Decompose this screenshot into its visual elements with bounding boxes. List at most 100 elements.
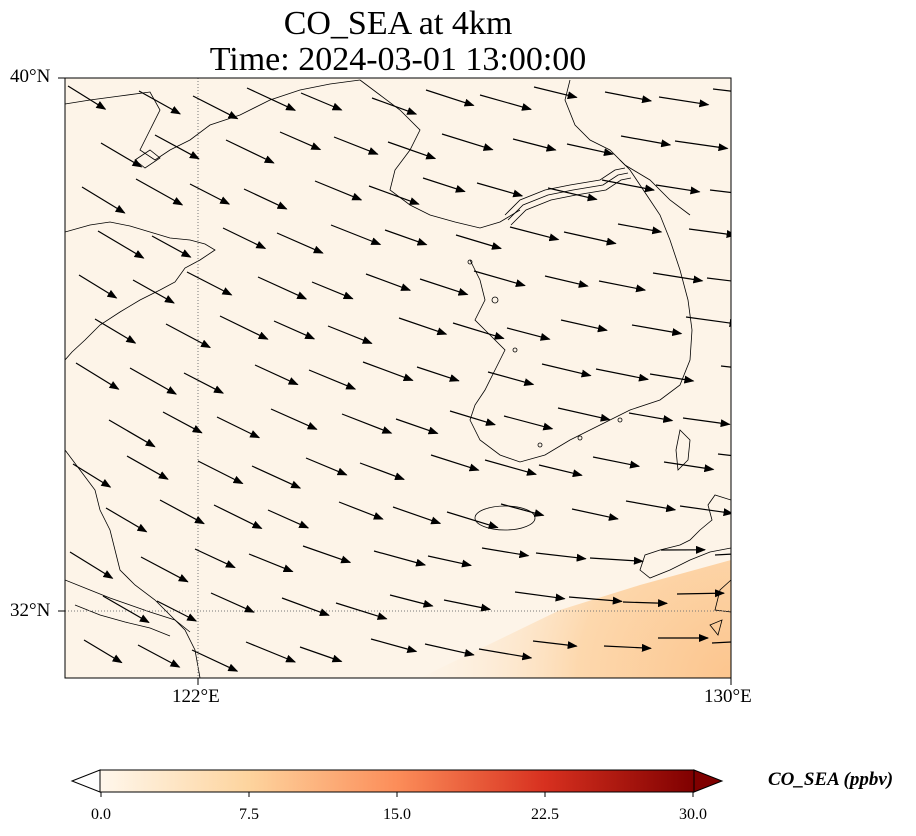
wind-arrow [267, 509, 310, 529]
wind-arrow [186, 271, 233, 296]
concentration-field [65, 78, 731, 678]
wind-arrow [151, 235, 192, 258]
wind-arrow [299, 646, 343, 663]
wind-arrow [300, 92, 343, 111]
wind-arrow [484, 459, 537, 476]
wind-arrow [737, 410, 787, 415]
wind-arrow [443, 599, 492, 612]
wind-arrow [281, 597, 330, 616]
wind-arrow [183, 372, 224, 394]
wind-arrow [137, 644, 181, 668]
wind-arrow [663, 461, 715, 473]
wind-arrow [395, 418, 439, 435]
wind-arrow [219, 315, 269, 340]
wind-arrow [425, 89, 475, 107]
wind-arrow [628, 412, 674, 423]
wind-arrow [512, 138, 557, 152]
wind-arrow [503, 415, 554, 431]
wind-arrow [129, 367, 177, 395]
wind-arrow [563, 231, 617, 246]
wind-arrow [658, 96, 710, 108]
wind-arrow [625, 500, 677, 513]
colorbar-tick-1: 7.5 [239, 806, 259, 823]
wind-arrow [603, 643, 652, 652]
wind-arrow [371, 97, 418, 115]
wind-arrow [538, 464, 583, 478]
wind-arrow [302, 545, 352, 564]
lat-tick-32: 32°N [10, 600, 51, 621]
colorbar-tick-4: 30.0 [679, 806, 707, 823]
wind-arrow [192, 95, 239, 120]
wind-arrow [717, 453, 731, 457]
wind-arrow [370, 638, 418, 653]
wind-arrow [720, 365, 731, 368]
wind-arrow [327, 325, 373, 344]
colorbar-extend-max [693, 769, 724, 793]
wind-arrow [162, 411, 203, 434]
wind-arrow [108, 419, 156, 448]
wind-arrow [419, 278, 469, 296]
wind-arrow [446, 511, 499, 529]
wind-arrow [97, 230, 145, 259]
wind-arrow [560, 319, 608, 333]
wind-arrow [533, 86, 578, 100]
wind-arrow [557, 407, 611, 422]
wind-arrow [622, 599, 668, 608]
wind-arrow [452, 322, 505, 340]
tick-marks [58, 77, 732, 685]
colorbar-extend-min [70, 769, 101, 793]
wind-arrow [308, 369, 357, 390]
wind-arrow [341, 413, 393, 434]
wind-arrow [333, 136, 379, 155]
map-frame [64, 77, 732, 679]
wind-arrow [748, 595, 798, 599]
wind-arrow [243, 188, 288, 210]
wind-arrow [248, 553, 294, 573]
wind-arrow [210, 592, 255, 613]
wind-arrow [746, 133, 790, 137]
wind-arrow [279, 131, 322, 151]
wind-arrow [714, 553, 731, 556]
wind-arrow [314, 180, 363, 201]
wind-arrow [305, 457, 348, 476]
wind-arrow [100, 142, 143, 168]
colorbar-tick-3: 22.5 [531, 806, 559, 823]
plot-title-line1: CO_SEA at 4km [283, 5, 513, 42]
wind-arrow [75, 362, 120, 390]
wind-arrow [194, 548, 236, 569]
wind-arrow [598, 280, 647, 293]
wind-arrow [601, 179, 655, 193]
wind-arrow [441, 133, 494, 151]
colorbar-label: CO_SEA (ppbv) [768, 769, 894, 790]
wind-arrow [478, 648, 533, 661]
wind-arrow [338, 501, 384, 520]
wind-arrow [362, 361, 414, 382]
wind-arrow [365, 273, 412, 291]
wind-arrow [126, 455, 169, 480]
colorbar-tick-0: 0.0 [91, 806, 111, 823]
wind-arrow [132, 279, 175, 304]
wind-arrow [335, 602, 388, 620]
wind-arrow [140, 556, 189, 583]
wind-arrow [430, 454, 480, 472]
wind-arrow [631, 324, 683, 336]
wind-arrow [620, 135, 672, 148]
wind-arrow [509, 226, 560, 242]
wind-arrow [135, 178, 184, 206]
wind-arrow [544, 275, 589, 288]
colorbar [70, 769, 724, 797]
wind-arrow [165, 323, 211, 349]
wind-arrow [688, 228, 731, 238]
wind-arrow [449, 410, 496, 426]
wind-arrow [94, 318, 137, 344]
wind-arrow [595, 368, 649, 382]
wind-arrow [712, 88, 731, 92]
wind-arrow [197, 460, 244, 485]
wind-arrow [384, 229, 428, 246]
wind-arrow [78, 274, 118, 299]
wind-arrow [216, 416, 261, 439]
wind-arrow [387, 141, 437, 160]
wind-arrow [373, 550, 427, 567]
wind-arrow [711, 641, 731, 644]
wind-arrow [709, 189, 731, 194]
